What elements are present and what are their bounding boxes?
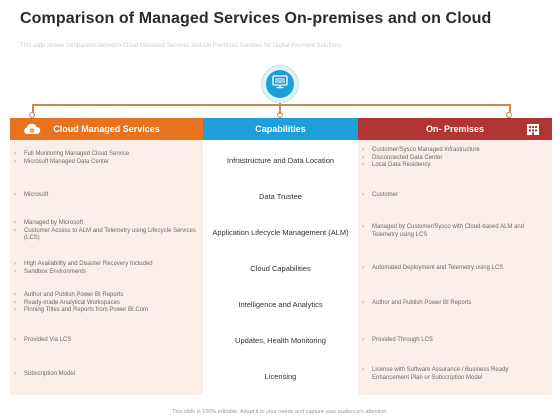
building-icon (526, 122, 540, 138)
capabilities-header-label: Capabilities (255, 124, 306, 134)
connector-line-left (32, 104, 34, 114)
capability-label: Licensing (264, 372, 297, 381)
list-item: Customer Access to ALM and Telemetry usi… (14, 228, 197, 243)
onprem-header: On- Premises (358, 118, 552, 140)
list-item: Customer (362, 192, 546, 200)
onprem-list: Automated Deployment and Telemetry using… (358, 265, 552, 273)
list-item: Author and Publish Power BI Reports (14, 292, 197, 300)
list-item: Sandbox Environments (14, 269, 197, 277)
cloud-list: Microsoft (10, 192, 203, 200)
capability-label: Data Trustee (259, 192, 302, 201)
onprem-list: Customer (358, 192, 552, 200)
list-item: Full Monitoring Managed Cloud Service (14, 151, 197, 159)
connector-dot-left (29, 112, 35, 118)
connector-dot-right (506, 112, 512, 118)
list-item: Managed by Microsoft (14, 220, 197, 228)
list-item: Ready-made Analytical Workspaces (14, 300, 197, 308)
cloud-list: Managed by Microsoft Customer Access to … (10, 220, 203, 243)
onprem-list: License with Software Assurance / Busine… (358, 367, 552, 382)
connector-line-center-lower (279, 104, 281, 114)
connector-line-right (509, 104, 511, 114)
comparison-table: Cloud Managed Services Full Monitoring M… (10, 118, 552, 395)
cloud-list: Author and Publish Power BI Reports Read… (10, 292, 203, 315)
footer-note: This slide is 100% editable. Adapt it to… (172, 409, 388, 415)
onprem-list: Author and Publish Power BI Reports (358, 300, 552, 308)
list-item: Provided Through LCS (362, 337, 546, 345)
list-item: Pinning Titles and Reports from Power BI… (14, 307, 197, 315)
capabilities-column: Capabilities Infrastructure and Data Loc… (203, 118, 358, 395)
cloud-header: Cloud Managed Services (10, 118, 203, 140)
list-item: Customer/Sysco Managed Infrastructure (362, 147, 546, 155)
page-title: Comparison of Managed Services On-premis… (20, 10, 492, 27)
cloud-list: Full Monitoring Managed Cloud Service Mi… (10, 151, 203, 166)
list-item: Microsoft Managed Data Center (14, 159, 197, 167)
connector-line-horizontal (32, 104, 510, 106)
onprem-list: Customer/Sysco Managed Infrastructure Di… (358, 147, 552, 170)
onprem-list: Managed by Customer/Sysco with Cloud-bas… (358, 224, 552, 239)
list-item: Provided Via LCS (14, 337, 197, 345)
cloud-header-label: Cloud Managed Services (53, 124, 160, 134)
capabilities-header: Capabilities (203, 118, 358, 140)
list-item: Microsoft (14, 192, 197, 200)
list-item: Author and Publish Power BI Reports (362, 300, 546, 308)
capability-label: Cloud Capabilities (250, 264, 311, 273)
cloud-list: High Availability and Disaster Recovery … (10, 261, 203, 276)
onprem-header-label: On- Premises (425, 124, 485, 134)
capability-label: Updates, Health Monitoring (235, 336, 326, 345)
capability-label: Application Lifecycle Management (ALM) (212, 228, 349, 237)
list-item: License with Software Assurance / Busine… (362, 367, 546, 382)
page-subtitle: This slide shows comparison between Clou… (20, 43, 342, 49)
onprem-column: On- Premises Customer/Sysco Managed Infr… (358, 118, 552, 395)
list-item: Local Data Residency (362, 162, 546, 170)
capability-label: Infrastructure and Data Location (226, 156, 335, 165)
hub-circle (261, 65, 299, 103)
cloud-gear-icon (22, 122, 42, 138)
list-item: Subscription Model (14, 371, 197, 379)
list-item: Disconnected Data Center (362, 155, 546, 163)
cloud-list: Subscription Model (10, 371, 203, 379)
cloud-list: Provided Via LCS (10, 337, 203, 345)
list-item: High Availability and Disaster Recovery … (14, 261, 197, 269)
monitor-icon (272, 74, 288, 94)
list-item: Managed by Customer/Sysco with Cloud-bas… (362, 224, 546, 239)
list-item: Automated Deployment and Telemetry using… (362, 265, 546, 273)
onprem-list: Provided Through LCS (358, 337, 552, 345)
capability-label: Intelligence and Analytics (238, 300, 323, 309)
cloud-column: Cloud Managed Services Full Monitoring M… (10, 118, 203, 395)
